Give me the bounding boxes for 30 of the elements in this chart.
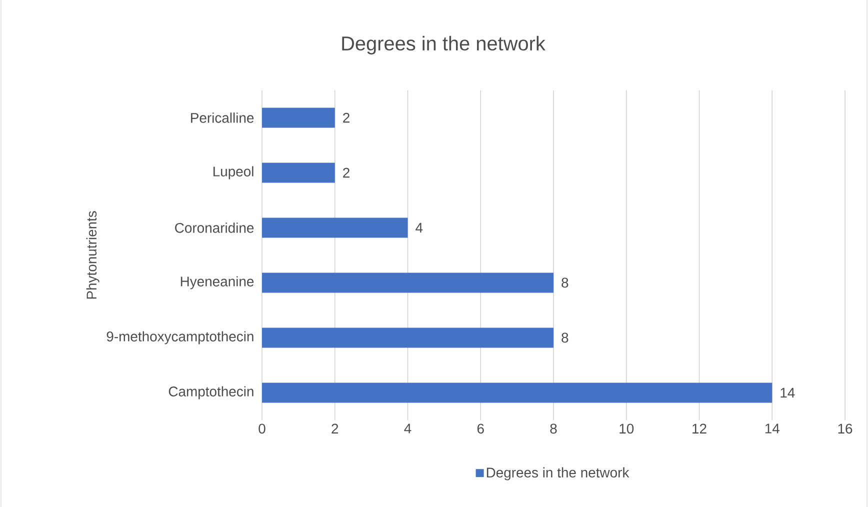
y-tick-label: Coronaridine xyxy=(175,222,254,233)
x-tick-label: 0 xyxy=(258,424,266,434)
bar xyxy=(262,218,408,238)
bar xyxy=(262,162,335,183)
x-tick-label: 10 xyxy=(620,424,634,434)
x-tick-label: 14 xyxy=(765,424,780,434)
bar xyxy=(262,382,772,403)
y-tick-label: Lupeol xyxy=(213,166,254,180)
data-label: 2 xyxy=(343,168,350,178)
legend-label: Degrees in the network xyxy=(486,467,630,480)
chart-title: Degrees in the network xyxy=(342,36,546,54)
bar xyxy=(262,108,335,128)
y-tick-label: Hyeneanine xyxy=(180,276,254,290)
y-tick-label: Camptothecin xyxy=(168,386,254,400)
bar xyxy=(262,328,554,348)
data-label: 2 xyxy=(343,112,350,122)
x-tick-label: 8 xyxy=(550,424,557,434)
data-label: 14 xyxy=(780,388,795,398)
data-label: 8 xyxy=(562,278,568,288)
y-axis-title: Phytonutrients xyxy=(86,210,100,298)
x-tick-label: 6 xyxy=(477,424,484,434)
y-tick-label: 9-methoxycamptothecin xyxy=(106,331,254,344)
bar xyxy=(262,272,554,293)
x-tick-label: 2 xyxy=(332,424,338,434)
data-label: 4 xyxy=(416,222,423,232)
x-tick-label: 12 xyxy=(692,424,706,434)
x-tick-label: 4 xyxy=(404,424,412,434)
data-label: 8 xyxy=(562,332,568,342)
x-tick-label: 16 xyxy=(838,424,852,434)
y-tick-label: Pericalline xyxy=(191,112,254,123)
